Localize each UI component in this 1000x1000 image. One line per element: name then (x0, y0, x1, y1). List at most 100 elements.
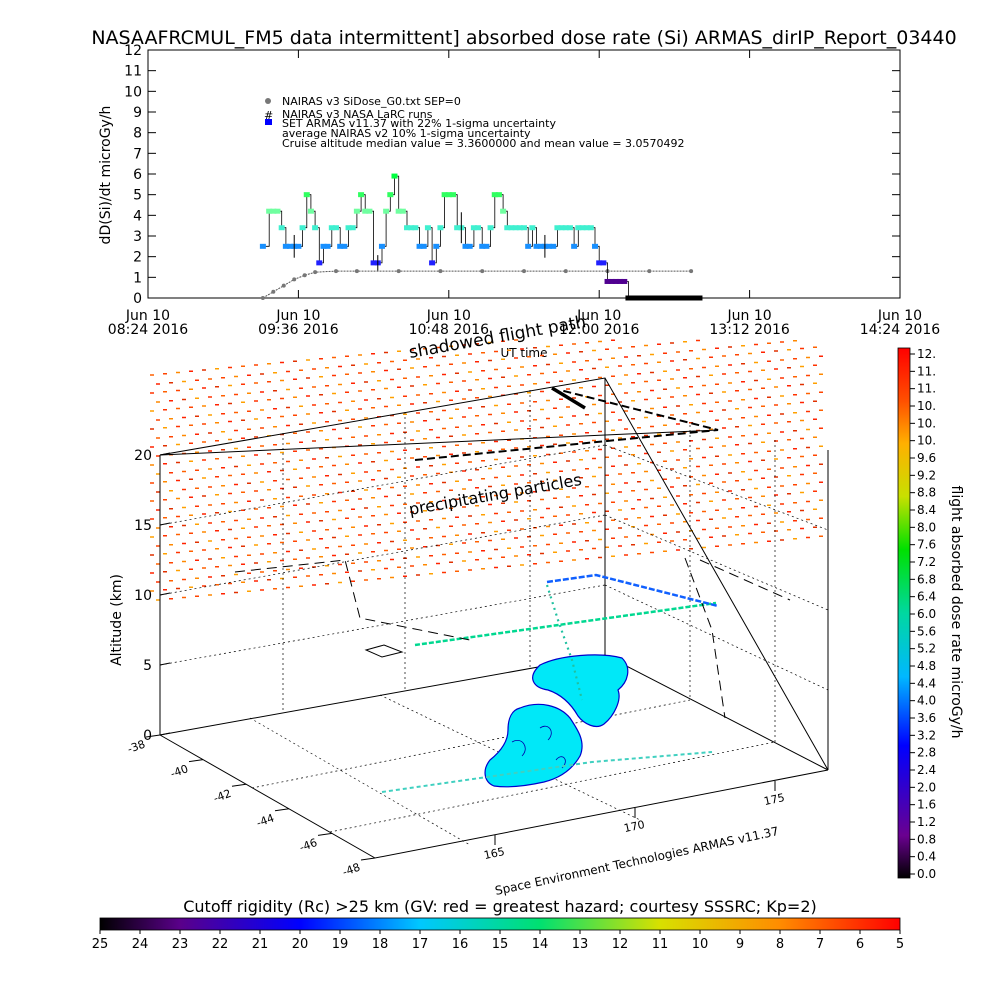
dose-rate-colorbar-ticks: 12. 11. 11. 10. 10. 10. 9.6 9.2 8.8 8.4 8.0 7.6 7.2 6… (910, 347, 936, 881)
grid-z10 (159, 514, 606, 596)
armas-point (566, 225, 573, 231)
top-y-tick-label: 8 (133, 126, 142, 142)
armas-point (633, 295, 640, 301)
rigidity-colorbar-tick-label: 24 (132, 937, 149, 952)
dose-rate-colorbar-tick-label: 4.0 (917, 694, 936, 708)
armas-point (533, 243, 540, 249)
armas-point (391, 173, 398, 179)
series-line-nairas (262, 270, 692, 299)
armas-point (462, 243, 469, 249)
dose-rate-colorbar: 12. 11. 11. 10. 10. 10. 9.6 9.2 8.8 8.4 8.0 7.6 7.2 6… (897, 347, 964, 881)
z-tick-label: 15 (134, 518, 152, 534)
armas-point (500, 208, 507, 214)
small-island (364, 644, 404, 658)
z-tick (159, 592, 171, 596)
armas-point (487, 225, 494, 231)
top-plot-frame (147, 49, 901, 299)
dose-rate-colorbar-tick-label: 6.8 (917, 572, 936, 586)
armas-point (445, 192, 452, 198)
top-y-tick-label: 12 (124, 43, 142, 59)
particles-field (150, 339, 823, 601)
armas-point (625, 295, 632, 301)
top-y-tick-label: 11 (124, 64, 142, 80)
armas-point (587, 225, 594, 231)
nairas-point (354, 269, 359, 274)
armas-point (483, 243, 490, 249)
dose-rate-colorbar-tick-label: 0.0 (917, 867, 936, 881)
top-x-tick-label-time: 12:00 2016 (559, 322, 640, 338)
armas-point (266, 208, 273, 214)
dose-rate-colorbar-tick-label: 6.0 (917, 607, 936, 621)
armas-point (529, 225, 536, 231)
armas-point (441, 192, 448, 198)
armas-point (654, 295, 661, 301)
dose-rate-colorbar-tick-label: 7.6 (917, 538, 936, 552)
rigidity-colorbar-tick-label: 17 (412, 937, 429, 952)
dose-rate-colorbar-tick-label: 8.4 (917, 503, 936, 517)
armas-point (554, 225, 561, 231)
north-island (532, 654, 629, 728)
chart-title: NASAAFRCMUL_FM5 data intermittent] absor… (91, 27, 956, 49)
armas-point (479, 243, 486, 249)
armas-point (491, 192, 498, 198)
dose-rate-colorbar-tick-label: 11. (917, 364, 936, 378)
top-x-tick-label-date: Jun 10 (877, 308, 922, 324)
armas-point (366, 208, 373, 214)
top-series-group (259, 173, 703, 301)
top-x-tick-label-time: 08:24 2016 (108, 322, 189, 338)
3d-grid-lines (159, 390, 829, 846)
armas-point (420, 243, 427, 249)
armas-point (592, 243, 599, 249)
flight-path (234, 386, 791, 793)
lat-tick (188, 759, 204, 763)
nairas-point (334, 269, 338, 274)
rigidity-colorbar-tick-label: 14 (532, 937, 549, 952)
lon-tick-label: 170 (623, 818, 646, 835)
3d-box-floor-left (159, 654, 606, 736)
rigidity-colorbar-fill (99, 917, 901, 931)
rigidity-colorbar-tick-label: 12 (612, 937, 629, 952)
rigidity-colorbar-tick-label: 7 (816, 937, 824, 952)
grid-z15 (159, 444, 606, 526)
armas-point (546, 243, 553, 249)
armas-point (349, 225, 356, 231)
lat-tick-label: -40 (169, 762, 190, 780)
rigidity-colorbar-tick-label: 21 (252, 937, 269, 952)
rigidity-colorbar-tick-label: 10 (692, 937, 709, 952)
grid-floor-2 (329, 741, 776, 833)
armas-point (692, 295, 699, 301)
dose-rate-colorbar-tick-label: 2.8 (917, 746, 936, 760)
top-x-tick-label-date: Jun 10 (727, 308, 772, 324)
armas-point (537, 243, 544, 249)
armas-point (454, 225, 461, 231)
lat-tick-label: -48 (341, 861, 362, 879)
rigidity-colorbar-tick-label: 16 (452, 937, 469, 952)
rigidity-colorbar-tick-label: 11 (652, 937, 669, 952)
armas-point (583, 225, 590, 231)
armas-point (612, 278, 619, 284)
lat-tick-label: -38 (126, 738, 147, 756)
dose-rate-colorbar-tick-label: 0.8 (917, 832, 936, 846)
flight-path-shadow (414, 389, 719, 461)
lon-tick-label: 165 (483, 845, 506, 862)
armas-point (683, 295, 690, 301)
armas-point (404, 225, 411, 231)
armas-point (642, 295, 649, 301)
dose-rate-colorbar-tick-label: 7.2 (917, 555, 936, 569)
armas-point (675, 295, 682, 301)
flight-path-shadow-2 (551, 386, 586, 410)
armas-point (333, 225, 339, 231)
nairas-point (292, 277, 297, 282)
lon-tick-label: 175 (763, 791, 786, 808)
dose-rate-colorbar-tick-label: 9.2 (917, 468, 936, 482)
rigidity-colorbar-tick-label: 25 (92, 937, 109, 952)
armas-point (617, 278, 624, 284)
dose-rate-colorbar-tick-label: 4.4 (917, 676, 936, 690)
grid-floor-1 (251, 699, 691, 789)
top-x-tick-label-date: Jun 10 (275, 308, 320, 324)
rigidity-colorbar-tick-label: 19 (332, 937, 349, 952)
legend-entry-nairas-g0: NAIRAS v3 SiDose_G0.txt SEP=0 (282, 95, 461, 108)
